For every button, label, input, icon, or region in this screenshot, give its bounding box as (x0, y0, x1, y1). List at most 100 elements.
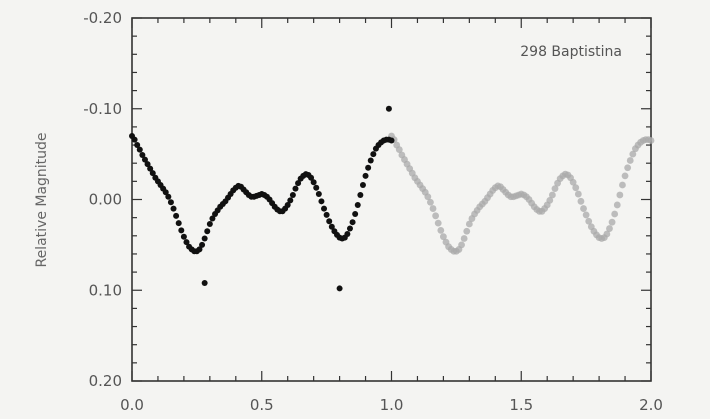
data-point (175, 220, 182, 227)
data-point (308, 174, 315, 181)
data-point (209, 215, 216, 222)
data-point (318, 198, 325, 205)
data-point (167, 199, 174, 206)
data-point (359, 181, 366, 188)
x-tick-label: 0.0 (120, 396, 144, 414)
data-point (287, 197, 294, 204)
data-point (362, 172, 369, 179)
data-point (463, 227, 471, 235)
data-point (162, 189, 169, 196)
data-point (201, 235, 208, 242)
data-point (328, 223, 335, 230)
data-point (310, 179, 317, 186)
data-point (613, 201, 621, 209)
x-tick-label: 1.5 (509, 396, 533, 414)
y-tick-label: -0.20 (83, 9, 122, 27)
data-point (139, 152, 146, 159)
data-point (621, 172, 629, 180)
data-point (388, 137, 395, 144)
data-point (427, 198, 434, 206)
data-point (313, 184, 320, 191)
data-point (437, 226, 445, 234)
data-point (206, 221, 213, 228)
y-tick-label: 0.20 (89, 372, 122, 390)
data-point (429, 205, 437, 212)
data-point (147, 165, 154, 172)
data-point (611, 210, 619, 218)
y-tick-label: 0.10 (89, 281, 122, 299)
x-tick-label: 1.0 (380, 396, 404, 414)
data-point (134, 142, 141, 149)
data-point (572, 184, 580, 192)
data-point (616, 191, 624, 199)
x-tick-label: 0.5 (250, 396, 274, 414)
axis-ticks (131, 17, 652, 382)
data-point (385, 105, 392, 112)
data-point (606, 225, 613, 232)
data-point (432, 212, 440, 220)
series-primary (129, 105, 395, 292)
data-point (619, 181, 626, 189)
data-point (178, 227, 185, 234)
data-point (199, 241, 206, 248)
data-point (608, 218, 616, 226)
data-point (574, 190, 582, 198)
axis-tick-labels: 0.0 0.5 1.0 1.5 2.0 -0.20 -0.10 0.00 0.10 0.20 (83, 9, 663, 414)
data-point (321, 205, 328, 212)
data-point (580, 205, 587, 212)
data-point (346, 225, 353, 232)
data-point (460, 235, 468, 242)
data-point (315, 191, 322, 198)
data-point (201, 279, 208, 286)
data-point (458, 241, 465, 249)
data-point (603, 230, 611, 238)
data-point (647, 137, 655, 144)
data-point (569, 178, 577, 186)
data-point (465, 220, 473, 228)
data-point (284, 201, 291, 208)
data-point (352, 211, 359, 218)
data-point (173, 212, 180, 219)
data-point (365, 164, 372, 171)
data-point (357, 191, 364, 198)
data-point (289, 191, 296, 198)
data-point (170, 205, 177, 212)
data-point (336, 285, 343, 292)
data-point (624, 164, 632, 172)
data-point (349, 219, 356, 226)
data-point (149, 170, 156, 177)
data-point (183, 239, 190, 246)
data-point (354, 201, 361, 208)
chart-annotation: 298 Baptistina (520, 44, 622, 60)
data-point (440, 233, 447, 241)
data-point (326, 218, 333, 225)
data-point (344, 230, 351, 237)
series-folded-repeat (388, 132, 655, 255)
y-axis-title: Relative Magnitude (34, 132, 50, 267)
data-point (548, 191, 556, 199)
data-point (165, 193, 172, 200)
data-point (434, 219, 442, 227)
data-point (424, 193, 432, 201)
data-point (295, 180, 302, 187)
data-point (196, 246, 203, 253)
data-point (180, 233, 187, 240)
plot-frame (131, 17, 652, 382)
data-point (370, 151, 377, 158)
data-point (585, 217, 593, 225)
data-point (367, 157, 374, 164)
y-tick-label: 0.00 (89, 191, 122, 209)
data-point (323, 211, 330, 218)
data-point (395, 146, 403, 153)
data-point (551, 185, 559, 193)
data-point (582, 211, 590, 219)
data-point (629, 150, 637, 158)
data-point (144, 161, 151, 168)
data-point (136, 146, 143, 153)
data-point (626, 157, 634, 164)
y-tick-label: -0.10 (83, 100, 122, 118)
x-tick-label: 2.0 (639, 396, 663, 414)
data-point (204, 228, 211, 235)
data-point (546, 197, 554, 204)
